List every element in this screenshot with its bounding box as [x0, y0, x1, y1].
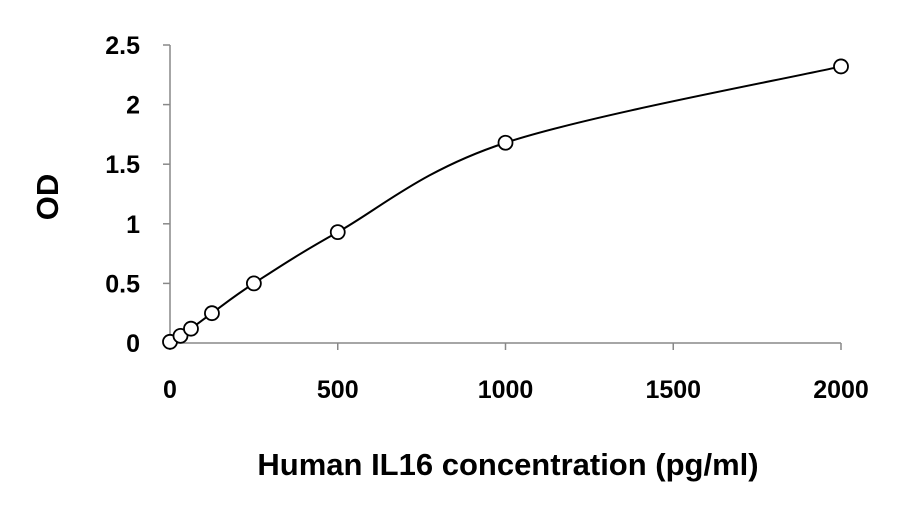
x-axis-title: Human IL16 concentration (pg/ml) — [257, 447, 758, 482]
y-axis-ticks: 0 0.5 1 1.5 2 2.5 — [105, 32, 170, 358]
data-point-marker — [183, 320, 199, 337]
data-point-marker — [497, 134, 514, 151]
x-tick-label: 2000 — [813, 376, 869, 404]
y-tick-label: 2.5 — [105, 32, 140, 60]
y-tick-label: 1 — [126, 211, 140, 239]
x-axis-ticks: 0 500 1000 1500 2000 — [163, 343, 869, 404]
x-tick-label: 1000 — [478, 376, 534, 404]
data-points — [162, 58, 849, 350]
y-axis-title: OD — [30, 174, 65, 221]
x-tick-label: 0 — [163, 376, 177, 404]
fit-curve-layer — [169, 65, 842, 343]
x-tick-label: 500 — [317, 376, 359, 404]
data-point-marker — [833, 58, 849, 75]
y-tick-label: 2 — [126, 92, 140, 120]
x-tick-label: 1500 — [645, 376, 701, 404]
fit-curve-line — [169, 65, 842, 343]
y-tick-label: 0.5 — [105, 270, 140, 298]
y-tick-label: 1.5 — [105, 151, 140, 179]
data-point-marker — [204, 305, 220, 322]
data-point-marker — [245, 275, 262, 292]
axes — [169, 45, 841, 344]
data-point-marker — [329, 224, 346, 241]
y-tick-label: 0 — [126, 330, 140, 358]
